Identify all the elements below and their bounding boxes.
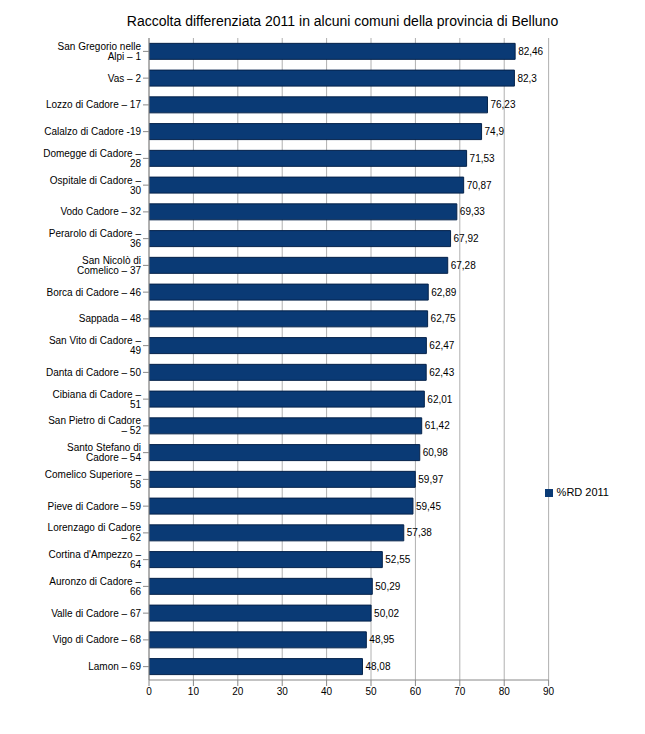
svg-text:San Pietro di Cadore– 52: San Pietro di Cadore– 52	[48, 415, 141, 436]
svg-text:Ospitale di Cadore –30: Ospitale di Cadore –30	[50, 175, 142, 196]
svg-text:62,43: 62,43	[429, 367, 454, 378]
svg-text:57,38: 57,38	[407, 527, 432, 538]
svg-text:20: 20	[232, 686, 244, 697]
svg-text:Lorenzago di Cadore– 62: Lorenzago di Cadore– 62	[48, 522, 142, 543]
svg-text:48,95: 48,95	[369, 634, 394, 645]
svg-text:67,28: 67,28	[451, 260, 476, 271]
svg-text:62,89: 62,89	[431, 287, 456, 298]
svg-text:48,08: 48,08	[365, 661, 390, 672]
svg-text:Borca di Cadore – 46: Borca di Cadore – 46	[46, 287, 141, 298]
svg-text:50,02: 50,02	[374, 608, 399, 619]
svg-text:61,42: 61,42	[425, 420, 450, 431]
svg-text:Danta di Cadore – 50: Danta di Cadore – 50	[46, 367, 142, 378]
svg-text:59,97: 59,97	[418, 474, 443, 485]
svg-text:62,75: 62,75	[431, 313, 456, 324]
svg-text:Santo Stefano diCadore – 54: Santo Stefano diCadore – 54	[67, 442, 141, 463]
svg-text:San Vito di Cadore –49: San Vito di Cadore –49	[49, 335, 142, 356]
svg-text:Cibiana di Cadore –51: Cibiana di Cadore –51	[53, 389, 142, 410]
svg-text:Lozzo di Cadore – 17: Lozzo di Cadore – 17	[46, 99, 142, 110]
svg-text:82,3: 82,3	[517, 73, 537, 84]
html-text:Raccolta differenziata 2011 in: Raccolta differenziata 2011 in alcuni co…	[126, 13, 559, 29]
svg-text:59,45: 59,45	[416, 501, 441, 512]
svg-text:San Gregorio nelleAlpi – 1: San Gregorio nelleAlpi – 1	[58, 41, 142, 62]
svg-text:80: 80	[499, 686, 511, 697]
svg-text:71,53: 71,53	[470, 153, 495, 164]
svg-text:50: 50	[365, 686, 377, 697]
svg-text:Pieve di Cadore – 59: Pieve di Cadore – 59	[48, 501, 142, 512]
svg-text:69,33: 69,33	[460, 206, 485, 217]
svg-text:Lamon – 69: Lamon – 69	[88, 661, 141, 672]
svg-text:70,87: 70,87	[467, 180, 492, 191]
svg-text:Cortina d'Ampezzo –64: Cortina d'Ampezzo –64	[48, 549, 141, 570]
svg-text:50,29: 50,29	[375, 581, 400, 592]
svg-text:70: 70	[454, 686, 466, 697]
svg-text:40: 40	[321, 686, 333, 697]
svg-text:Perarolo di Cadore –36: Perarolo di Cadore –36	[49, 228, 142, 249]
svg-text:62,47: 62,47	[429, 340, 454, 351]
svg-text:Valle di Cadore – 67: Valle di Cadore – 67	[51, 608, 141, 619]
svg-text:Vodo Cadore – 32: Vodo Cadore – 32	[60, 206, 141, 217]
svg-text:Calalzo di Cadore -19: Calalzo di Cadore -19	[44, 126, 141, 137]
svg-text:67,92: 67,92	[454, 233, 479, 244]
svg-text:Domegge di Cadore –28: Domegge di Cadore –28	[43, 148, 141, 169]
svg-text:Vas – 2: Vas – 2	[108, 73, 142, 84]
svg-text:San Nicolò diComelico – 37: San Nicolò diComelico – 37	[77, 255, 141, 276]
svg-text:10: 10	[188, 686, 200, 697]
svg-text:Auronzo di Cadore –66: Auronzo di Cadore –66	[49, 576, 141, 597]
svg-text:30: 30	[277, 686, 289, 697]
svg-text:60: 60	[410, 686, 422, 697]
svg-text:62,01: 62,01	[427, 394, 452, 405]
html-text:%RD 2011: %RD 2011	[556, 486, 609, 498]
svg-text:90: 90	[543, 686, 555, 697]
svg-text:76,23: 76,23	[490, 99, 515, 110]
svg-text:52,55: 52,55	[385, 554, 410, 565]
svg-text:Comelico Superiore –58: Comelico Superiore –58	[45, 469, 142, 490]
svg-text:Sappada – 48: Sappada – 48	[79, 313, 142, 324]
svg-text:74,9: 74,9	[485, 126, 505, 137]
svg-text:Vigo di Cadore – 68: Vigo di Cadore – 68	[53, 634, 142, 645]
svg-text:0: 0	[146, 686, 152, 697]
svg-text:82,46: 82,46	[518, 46, 543, 57]
svg-text:60,98: 60,98	[423, 447, 448, 458]
